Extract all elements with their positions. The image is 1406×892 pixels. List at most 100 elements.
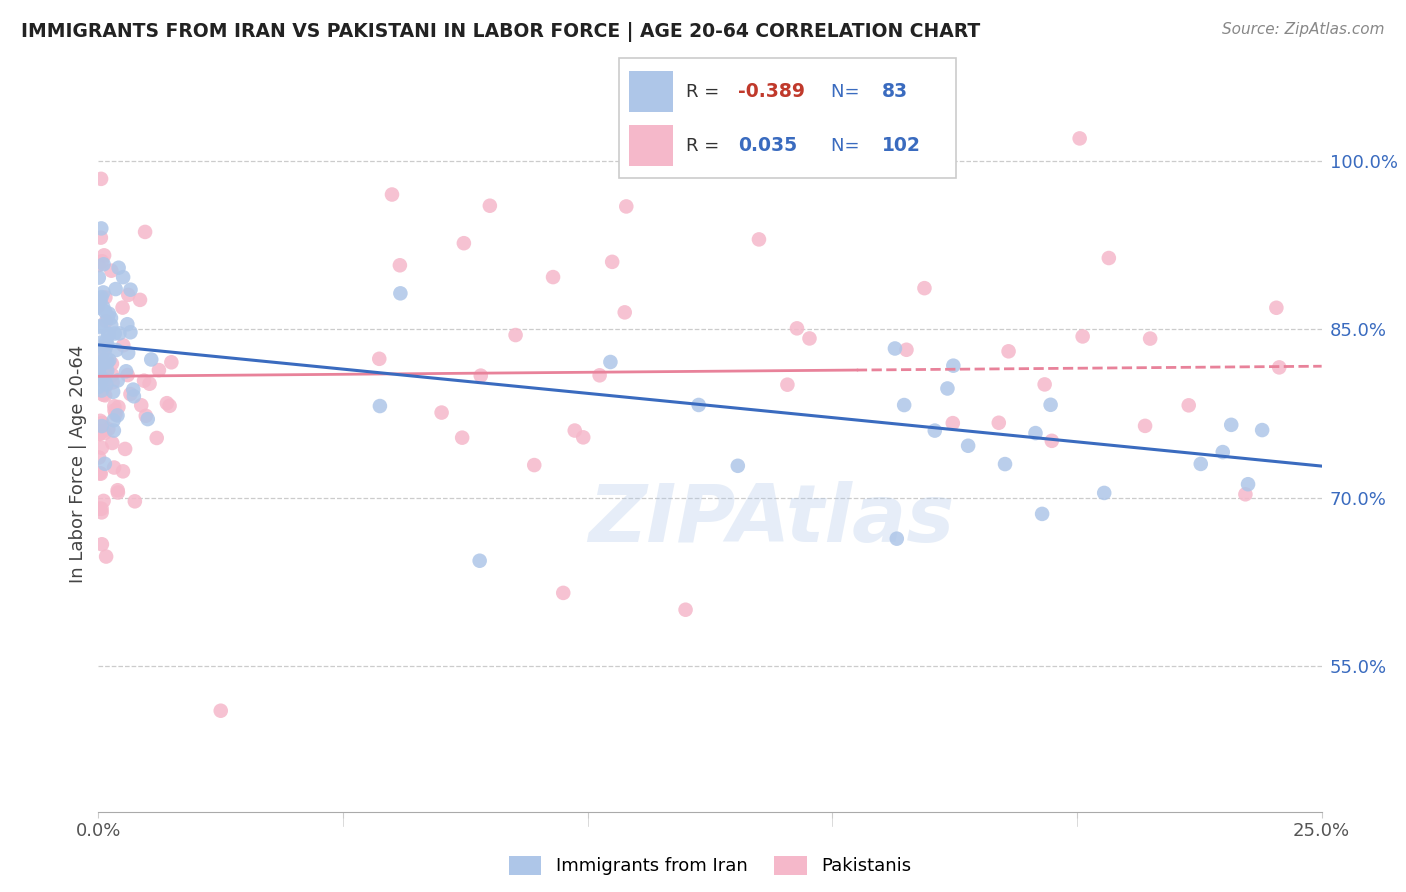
Point bbox=[1268, 360, 1291, 375]
Point bbox=[430, 406, 453, 420]
Point bbox=[122, 389, 145, 403]
Point bbox=[87, 347, 110, 361]
Point bbox=[103, 424, 125, 438]
Point bbox=[89, 467, 111, 481]
Point bbox=[564, 424, 586, 438]
Text: R =: R = bbox=[686, 83, 725, 101]
Point bbox=[87, 293, 110, 308]
Point bbox=[91, 346, 114, 360]
Point bbox=[505, 328, 527, 343]
Point bbox=[613, 305, 636, 319]
Point bbox=[96, 351, 118, 366]
Point bbox=[90, 537, 112, 551]
Point bbox=[91, 300, 114, 314]
Point bbox=[107, 400, 129, 414]
Point bbox=[1251, 423, 1274, 437]
Point bbox=[129, 293, 152, 307]
Point bbox=[368, 351, 391, 366]
Point bbox=[1177, 398, 1199, 412]
Point bbox=[90, 424, 112, 438]
Point bbox=[96, 314, 118, 328]
Point bbox=[89, 501, 111, 516]
Point bbox=[122, 383, 145, 397]
Point bbox=[108, 326, 131, 341]
Text: R =: R = bbox=[686, 136, 725, 155]
Point bbox=[90, 419, 112, 434]
Point bbox=[120, 326, 142, 340]
Point bbox=[884, 342, 907, 356]
Point bbox=[388, 258, 411, 272]
Point bbox=[1139, 332, 1161, 346]
Point bbox=[98, 353, 121, 368]
Point bbox=[1033, 377, 1056, 392]
Point bbox=[90, 230, 112, 244]
Point bbox=[588, 368, 610, 383]
Point bbox=[93, 494, 115, 508]
Point bbox=[160, 355, 183, 369]
Point bbox=[1024, 426, 1046, 441]
Text: ZIPAtlas: ZIPAtlas bbox=[588, 481, 955, 558]
Point bbox=[87, 361, 110, 376]
Point bbox=[468, 554, 491, 568]
Point bbox=[111, 301, 134, 315]
Point bbox=[96, 337, 118, 351]
Point bbox=[368, 399, 391, 413]
Point bbox=[96, 364, 118, 378]
Point bbox=[453, 236, 475, 251]
Point bbox=[87, 299, 110, 313]
Point bbox=[1212, 445, 1234, 459]
Point bbox=[104, 407, 127, 421]
Point bbox=[96, 338, 118, 352]
Point bbox=[129, 398, 152, 412]
Point bbox=[101, 384, 124, 399]
Point bbox=[97, 307, 120, 321]
Point bbox=[90, 290, 112, 304]
Point bbox=[97, 326, 120, 341]
Point bbox=[90, 221, 112, 235]
Text: IMMIGRANTS FROM IRAN VS PAKISTANI IN LABOR FORCE | AGE 20-64 CORRELATION CHART: IMMIGRANTS FROM IRAN VS PAKISTANI IN LAB… bbox=[21, 22, 980, 42]
Point bbox=[97, 422, 120, 436]
Point bbox=[893, 398, 915, 412]
Point bbox=[87, 427, 110, 442]
Point bbox=[117, 346, 139, 360]
Point bbox=[389, 286, 412, 301]
Text: N=: N= bbox=[831, 136, 866, 155]
Point bbox=[132, 374, 155, 388]
Point bbox=[523, 458, 546, 472]
Point bbox=[96, 378, 118, 392]
Point bbox=[112, 270, 135, 285]
Point bbox=[120, 283, 142, 297]
Point bbox=[87, 450, 110, 465]
Point bbox=[209, 704, 232, 718]
Point bbox=[1133, 418, 1156, 433]
Point bbox=[91, 372, 114, 386]
Point bbox=[942, 359, 965, 373]
Point bbox=[90, 335, 112, 350]
Point bbox=[91, 354, 114, 368]
Point bbox=[117, 317, 139, 331]
Point bbox=[120, 387, 142, 401]
Point bbox=[90, 254, 112, 268]
Point bbox=[91, 372, 114, 386]
Point bbox=[90, 505, 112, 519]
Point bbox=[896, 343, 918, 357]
Point bbox=[90, 467, 112, 481]
Point bbox=[1071, 329, 1094, 343]
Y-axis label: In Labor Force | Age 20-64: In Labor Force | Age 20-64 bbox=[69, 344, 87, 583]
Point bbox=[101, 357, 124, 371]
Point bbox=[124, 494, 146, 508]
Point bbox=[134, 225, 156, 239]
Point bbox=[103, 399, 125, 413]
Point bbox=[675, 603, 697, 617]
Point bbox=[87, 291, 110, 305]
Point bbox=[90, 501, 112, 516]
Point bbox=[135, 409, 157, 423]
Point bbox=[1265, 301, 1288, 315]
Point bbox=[799, 331, 821, 345]
Point bbox=[451, 431, 474, 445]
Point bbox=[572, 430, 595, 444]
Point bbox=[100, 310, 122, 325]
Point bbox=[97, 355, 120, 369]
Point bbox=[136, 412, 159, 426]
Point bbox=[748, 232, 770, 246]
